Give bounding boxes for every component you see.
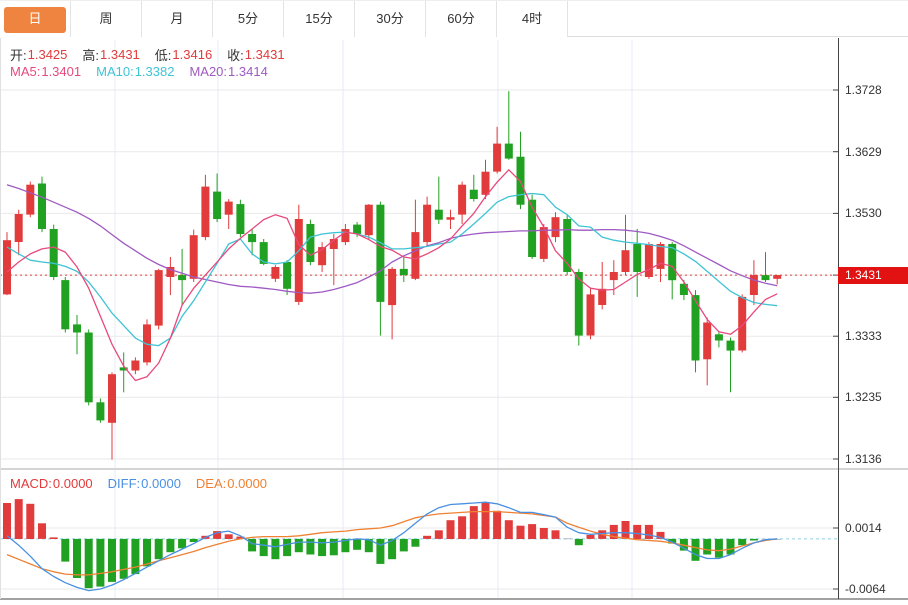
tab-period-0[interactable]: 日	[0, 1, 71, 37]
dea-label: DEA:	[195, 476, 227, 491]
macd-legend: MACD: 0.0000 DIFF: 0.0000 DEA: 0.0000	[10, 476, 267, 491]
macd-label: MACD:	[10, 476, 52, 491]
tab-period-label: 15分	[305, 11, 333, 26]
open-label: 开:	[10, 48, 27, 63]
tab-period-2[interactable]: 月	[142, 1, 213, 37]
open-value: 1.3425	[27, 47, 68, 62]
ohlc-legend: 开: 1.3425 高: 1.3431 低: 1.3416 收: 1.3431	[10, 45, 285, 64]
tab-period-label: 日	[28, 11, 42, 26]
low-label: 低:	[154, 48, 172, 63]
ma10-label: MA10:	[96, 64, 134, 79]
ma-legend: MA5: 1.3401 MA10: 1.3382 MA20: 1.3414	[10, 64, 268, 79]
tab-period-5[interactable]: 30分	[355, 1, 426, 37]
tab-period-label: 4时	[521, 11, 543, 26]
tab-period-3[interactable]: 5分	[213, 1, 284, 37]
tab-period-4[interactable]: 15分	[284, 1, 355, 37]
ma20-label: MA20:	[189, 64, 228, 79]
diff-label: DIFF:	[107, 476, 141, 491]
ma10-value: 1.3382	[134, 64, 175, 79]
tab-period-label: 周	[99, 11, 113, 26]
period-tabbar: 日 周 月 5分 15分 30分 60分 4时	[0, 0, 908, 37]
ma20-value: 1.3414	[228, 64, 268, 79]
tab-period-label: 60分	[447, 11, 475, 26]
tab-period-1[interactable]: 周	[71, 1, 142, 37]
current-price-tag: 1.3431	[838, 266, 908, 284]
low-value: 1.3416	[172, 47, 213, 62]
close-label: 收:	[227, 48, 244, 63]
high-value: 1.3431	[100, 47, 140, 62]
ma5-value: 1.3401	[41, 64, 82, 79]
dea-value: 0.0000	[227, 476, 268, 491]
tab-period-label: 5分	[237, 11, 259, 26]
macd-value: 0.0000	[52, 476, 93, 491]
tab-period-label: 30分	[376, 11, 404, 26]
ma5-label: MA5:	[10, 64, 41, 79]
tab-period-7[interactable]: 4时	[497, 1, 568, 37]
high-label: 高:	[82, 48, 100, 63]
close-value: 1.3431	[244, 47, 285, 62]
tab-period-label: 月	[170, 11, 184, 26]
diff-value: 0.0000	[141, 476, 181, 491]
tab-period-6[interactable]: 60分	[426, 1, 497, 37]
